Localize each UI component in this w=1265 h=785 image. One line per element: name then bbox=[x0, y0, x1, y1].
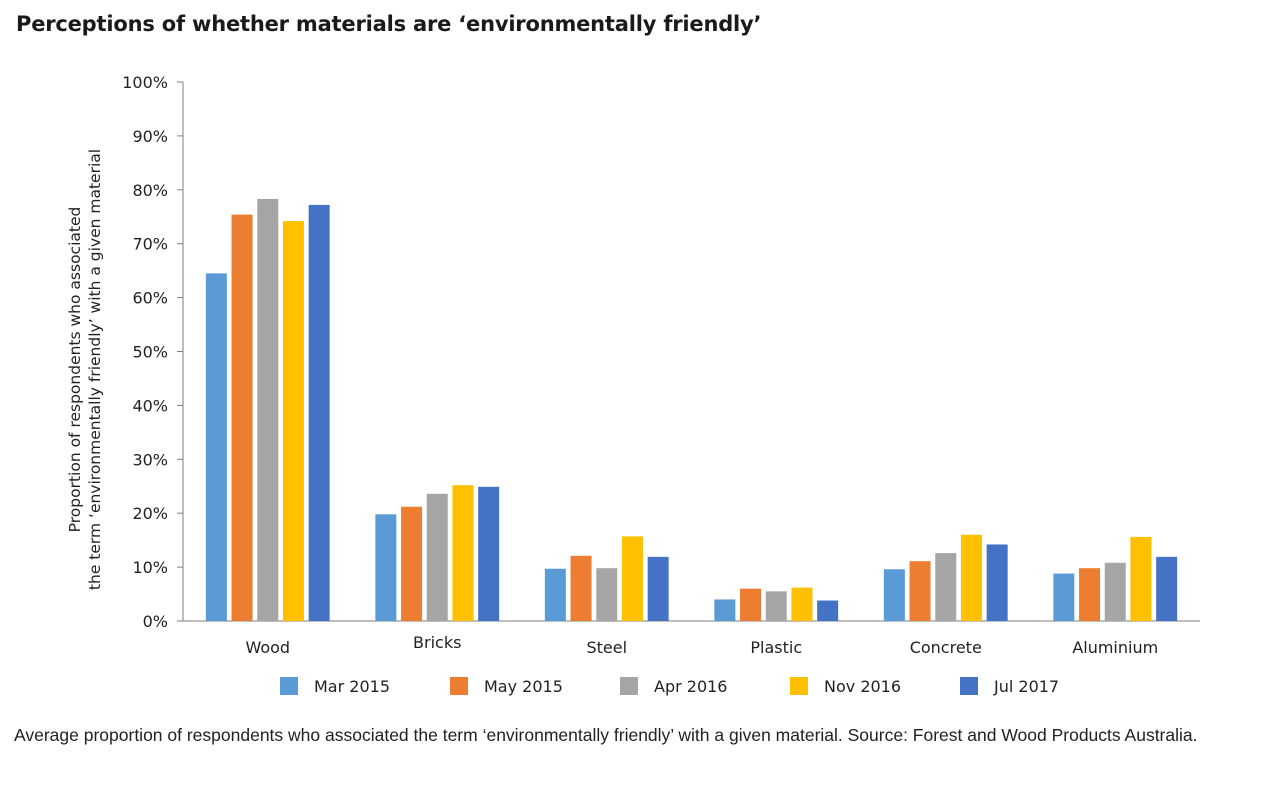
legend-swatch bbox=[960, 677, 978, 695]
bar-bricks-jul-2017 bbox=[478, 486, 500, 621]
category-label: Aluminium bbox=[1072, 638, 1158, 657]
y-tick-label: 60% bbox=[132, 289, 168, 308]
bar-bricks-apr-2016 bbox=[426, 493, 448, 621]
bar-steel-apr-2016 bbox=[596, 568, 618, 621]
bar-bricks-nov-2016 bbox=[452, 485, 474, 621]
bar-plastic-jul-2017 bbox=[817, 600, 839, 621]
bar-steel-mar-2015 bbox=[544, 568, 566, 621]
y-tick-label: 80% bbox=[132, 181, 168, 200]
bar-plastic-mar-2015 bbox=[714, 599, 736, 621]
category-label: Steel bbox=[586, 638, 627, 657]
y-tick-label: 100% bbox=[122, 73, 168, 92]
bar-concrete-apr-2016 bbox=[935, 553, 957, 621]
category-label: Plastic bbox=[750, 638, 802, 657]
y-tick-label: 10% bbox=[132, 558, 168, 577]
y-tick-label: 30% bbox=[132, 450, 168, 469]
legend-swatch bbox=[620, 677, 638, 695]
bar-concrete-may-2015 bbox=[909, 561, 931, 621]
bar-aluminium-mar-2015 bbox=[1053, 573, 1075, 621]
y-axis-label-line: Proportion of respondents who associated bbox=[66, 207, 84, 533]
bar-chart: 0% 10% 20% 30% 40% 50% 60% 70% 80% 90% 100% Proport… bbox=[66, 73, 1200, 696]
bar-steel-jul-2017 bbox=[647, 556, 669, 621]
chart-title: Perceptions of whether materials are ‘en… bbox=[16, 12, 762, 36]
y-tick-label: 20% bbox=[132, 504, 168, 523]
bar-aluminium-jul-2017 bbox=[1156, 556, 1178, 621]
bar-aluminium-apr-2016 bbox=[1104, 562, 1126, 621]
bar-plastic-nov-2016 bbox=[791, 587, 813, 621]
bar-aluminium-nov-2016 bbox=[1130, 536, 1152, 621]
legend-swatch bbox=[450, 677, 468, 695]
bar-concrete-mar-2015 bbox=[883, 569, 905, 621]
legend-label: May 2015 bbox=[484, 677, 563, 696]
category-label: Bricks bbox=[413, 633, 461, 652]
bar-wood-may-2015 bbox=[231, 214, 253, 621]
bar-concrete-nov-2016 bbox=[960, 534, 982, 621]
bar-wood-jul-2017 bbox=[308, 204, 330, 621]
y-tick-label: 40% bbox=[132, 396, 168, 415]
bar-wood-nov-2016 bbox=[282, 221, 304, 621]
bar-steel-nov-2016 bbox=[621, 536, 643, 621]
bar-wood-mar-2015 bbox=[205, 273, 227, 621]
bar-bricks-mar-2015 bbox=[375, 514, 397, 621]
y-tick-label: 70% bbox=[132, 235, 168, 254]
y-axis-label-line: the term ‘environmentally friendly’ with… bbox=[86, 149, 104, 590]
bar-concrete-jul-2017 bbox=[986, 544, 1008, 621]
bar-bricks-may-2015 bbox=[401, 506, 423, 621]
bar-aluminium-may-2015 bbox=[1079, 568, 1101, 621]
category-label: Concrete bbox=[910, 638, 982, 657]
legend-label: Jul 2017 bbox=[993, 677, 1059, 696]
legend-label: Nov 2016 bbox=[824, 677, 901, 696]
figure-caption: Average proportion of respondents who as… bbox=[14, 725, 1198, 745]
bar-steel-may-2015 bbox=[570, 555, 592, 621]
bar-plastic-apr-2016 bbox=[765, 591, 787, 621]
y-axis-label: Proportion of respondents who associated… bbox=[66, 149, 104, 590]
y-tick-label: 0% bbox=[143, 612, 168, 631]
legend-swatch bbox=[790, 677, 808, 695]
y-tick-label: 90% bbox=[132, 127, 168, 146]
category-label: Wood bbox=[245, 638, 290, 657]
legend-label: Mar 2015 bbox=[314, 677, 390, 696]
legend-label: Apr 2016 bbox=[654, 677, 727, 696]
bar-plastic-may-2015 bbox=[740, 588, 762, 621]
y-tick-label: 50% bbox=[132, 343, 168, 362]
bar-wood-apr-2016 bbox=[257, 198, 279, 621]
legend-swatch bbox=[280, 677, 298, 695]
